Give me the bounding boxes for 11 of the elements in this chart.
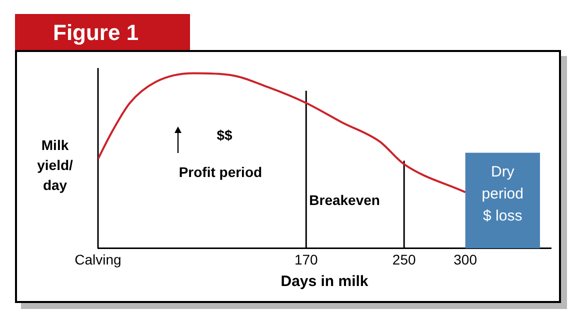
annotation: $$ — [216, 127, 233, 144]
x-tick-label: 170 — [294, 251, 318, 268]
chart-title: Figure 1 — [15, 14, 190, 52]
x-axis-title: Days in milk — [280, 273, 369, 290]
y-axis-title: Milk yield/ day — [37, 136, 74, 193]
x-tick-label: 250 — [392, 251, 416, 268]
x-tick-label: 300 — [454, 251, 478, 268]
x-tick-label: Calving — [74, 251, 122, 268]
band-label: Dry period $ loss — [482, 164, 524, 225]
ref-line-label: Breakeven — [309, 192, 380, 208]
annotation: Profit period — [178, 164, 262, 180]
